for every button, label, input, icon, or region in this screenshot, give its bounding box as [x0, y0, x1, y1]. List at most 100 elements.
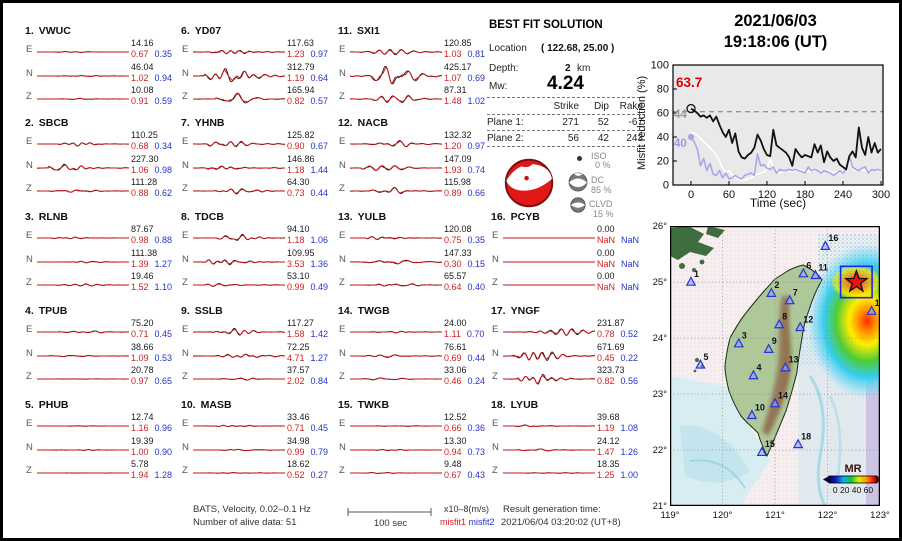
misfit-values: 0.67 0.35	[131, 49, 172, 59]
misfit-values: 0.82 0.57	[287, 96, 328, 106]
peak-amplitude: 109.95	[287, 247, 315, 258]
mw-value: 4.24	[547, 73, 584, 94]
station-number: 10.	[181, 399, 196, 411]
svg-text:60: 60	[723, 189, 735, 201]
channel-label: E	[339, 230, 346, 241]
svg-text:80: 80	[657, 84, 669, 96]
misfit2-value: 1.36	[310, 258, 329, 269]
peak-amplitude: 87.67	[131, 224, 154, 234]
waveform-trace	[193, 188, 285, 195]
station-map-number: 18	[801, 431, 811, 441]
station-number: 12.	[338, 117, 353, 129]
waveform-trace	[193, 92, 285, 104]
misfit-values: 1.58 1.42	[287, 329, 328, 339]
station-header: 13. YULB	[338, 211, 386, 223]
station-triangle-icon	[763, 343, 774, 353]
channel-label: N	[182, 347, 189, 359]
misfit-values: 0.90 0.67	[287, 141, 328, 151]
station-triangle-icon	[798, 267, 809, 278]
misfit2-value: 0.97	[467, 141, 486, 151]
mw-label: Mw:	[489, 81, 508, 92]
misfit-values: NaN NaN	[597, 259, 639, 269]
waveform-trace	[350, 330, 442, 334]
waveform-trace	[503, 447, 595, 451]
divider	[487, 130, 645, 131]
channel-label: N	[339, 347, 346, 359]
misfit-values: 0.97 0.65	[131, 376, 172, 386]
plane2-strike: 56	[567, 133, 579, 144]
misfit1-value: 1.18	[287, 164, 305, 175]
channel-label: N	[339, 159, 346, 171]
alive-count: Number of alive data: 51	[193, 517, 297, 528]
misfit2-value: 1.00	[620, 470, 639, 480]
channel-label: Z	[492, 465, 498, 476]
waveform-trace	[503, 424, 595, 428]
station-header: 8. TDCB	[181, 211, 224, 223]
chart-xlabel: Time (sec)	[749, 196, 807, 210]
waveform-trace	[37, 378, 129, 380]
station-triangle-icon	[792, 438, 804, 449]
map-lon-tick: 123°	[870, 510, 890, 521]
peak-amplitude: 111.38	[131, 247, 158, 258]
station-block: 5. PHUB E 12.74 1.16 0.96 N 19.39 1.00 0.90 Z 5.78 1…	[23, 399, 175, 487]
svg-text:240: 240	[834, 189, 852, 201]
channel-label: N	[26, 67, 33, 79]
station-triangle-icon	[820, 240, 831, 250]
misfit2-value: 0.66	[467, 188, 486, 198]
waveform-trace	[193, 283, 285, 287]
misfit2-value: 0.56	[620, 376, 639, 386]
misfit-values: 0.88 0.62	[131, 188, 172, 198]
peak-amplitude: 33.06	[444, 365, 467, 375]
waveform-trace	[193, 424, 285, 428]
waveform-trace	[37, 472, 129, 474]
misfit1-value: 1.16	[131, 423, 149, 433]
misfit1-value: 0.78	[597, 329, 615, 339]
station-code: TWKB	[357, 399, 390, 411]
misfit1-value: NaN	[597, 235, 616, 245]
misfit-values: 1.39 1.27	[131, 259, 172, 269]
peak-amplitude: 147.09	[444, 153, 472, 164]
channel-label: E	[182, 136, 189, 147]
misfit-values: 0.69 0.44	[444, 353, 485, 363]
misfit1-value: 1.93	[444, 164, 462, 175]
svg-text:100: 100	[651, 60, 669, 72]
peak-amplitude: 132.32	[444, 130, 472, 140]
misfit-values: 1.48 1.02	[444, 96, 485, 106]
waveform-trace	[503, 472, 595, 474]
misfit2-value: 0.69	[467, 72, 486, 83]
svg-text:63.7: 63.7	[676, 75, 702, 90]
channel-label: N	[26, 441, 33, 453]
station-triangle-icon	[685, 276, 697, 286]
station-block: 2. SBCB E 110.25 0.68 0.34 N 227.30 1.06 0.98 Z 111…	[23, 117, 175, 205]
misfit-values: 1.00 0.90	[131, 447, 172, 457]
station-header: 1. VWUC	[25, 25, 71, 37]
misfit2-value: 0.43	[467, 470, 486, 480]
misfit1-value: 1.02	[131, 72, 149, 83]
misfit2-value: 1.26	[620, 446, 639, 457]
channel-label: N	[182, 253, 189, 265]
station-header: 5. PHUB	[25, 399, 69, 411]
misfit1-value: NaN	[597, 282, 616, 292]
misfit-values: 1.93 0.74	[444, 165, 485, 175]
misfit2-value: NaN	[621, 282, 640, 292]
station-code: TDCB	[194, 211, 224, 223]
channel-label: N	[182, 67, 189, 79]
svg-text:0: 0	[688, 189, 694, 201]
depth-unit: km	[577, 63, 591, 74]
plane1-label: Plane 1:	[487, 117, 524, 128]
misfit1-value: 0.88	[131, 188, 149, 198]
peak-amplitude: 46.04	[131, 61, 154, 72]
peak-amplitude: 13.30	[444, 435, 467, 446]
unit-label: x10–8(m/s)	[443, 504, 489, 514]
waveform-trace	[37, 425, 129, 427]
misfit-values: 0.30 0.15	[444, 259, 485, 269]
beachball-white-band	[506, 164, 552, 191]
waveform-trace	[37, 448, 129, 451]
channel-label: N	[26, 159, 33, 171]
peak-amplitude: 146.86	[287, 153, 315, 164]
peak-amplitude: 20.78	[131, 365, 154, 375]
misfit-values: 0.78 0.52	[597, 329, 638, 339]
channel-label: N	[339, 67, 346, 79]
misfit1-value: 1.19	[287, 72, 305, 83]
peak-amplitude: 227.30	[131, 153, 159, 164]
